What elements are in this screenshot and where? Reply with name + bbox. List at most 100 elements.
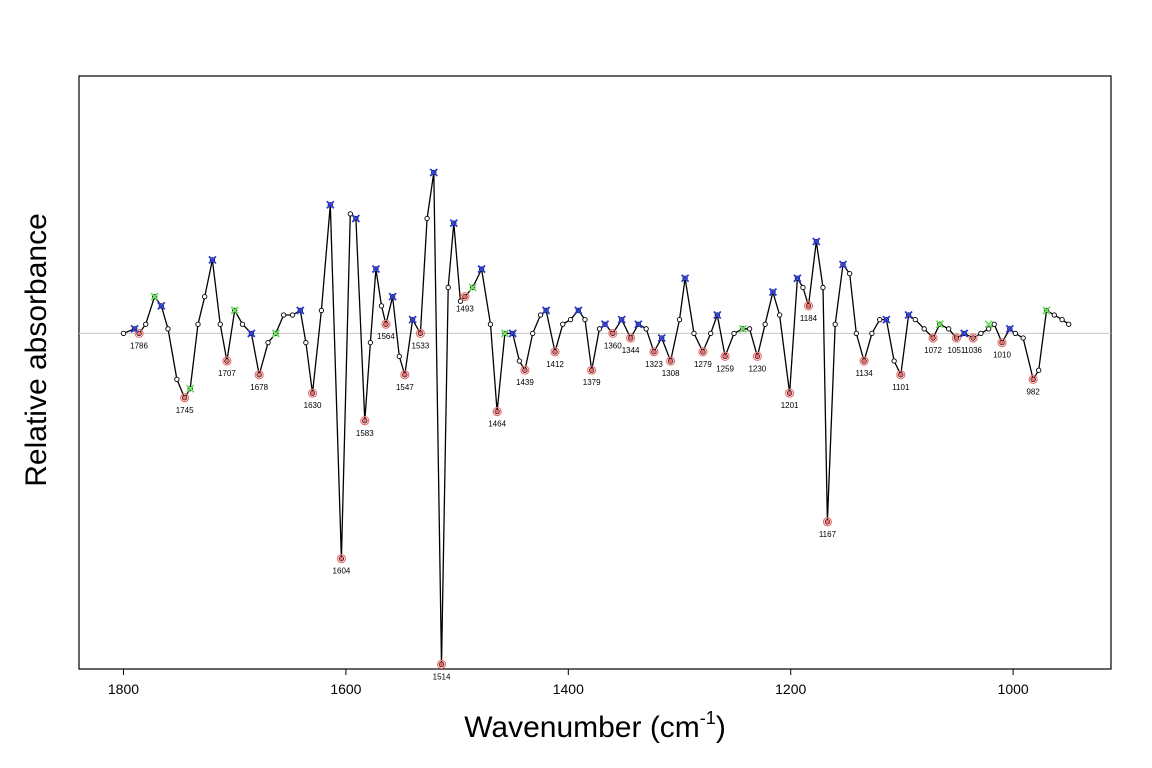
minimum-marker-dot [723,354,728,359]
peak-label: 1308 [662,369,680,378]
minimum-marker [752,351,762,362]
minimum-marker-dot [383,322,388,327]
peak-label: 1379 [583,378,601,387]
y-axis-label: Relative absorbance [20,213,53,487]
minimum-marker [180,393,190,403]
maximum-marker [600,320,610,329]
data-point [820,284,826,291]
minimum-marker-dot [651,349,656,354]
minimum-marker-dot [182,395,187,400]
maximum-marker [186,384,195,393]
maximum-marker [351,214,361,223]
data-point [174,376,180,383]
minimum-marker [997,338,1007,348]
maximum-marker [657,333,666,343]
peak-label: 1630 [304,401,322,410]
minimum-marker-dot [362,418,367,423]
data-point [1036,367,1042,373]
minimum-marker-dot [495,409,500,414]
peak-label: 1547 [396,383,414,392]
peak-label: 1564 [377,332,395,341]
maximum-marker [468,283,477,292]
data-point [239,321,246,327]
minimum-marker-dot [825,519,830,524]
minimum-marker-dot [700,349,705,354]
peak-label: 1707 [218,369,236,378]
data-point [265,339,271,346]
minimum-marker-dot [418,331,423,336]
data-point [567,316,574,323]
minimum-marker-dot [522,368,527,373]
minimum-marker [400,370,410,380]
minimum-marker [896,370,906,380]
minimum-marker [381,319,391,329]
minimum-marker-dot [971,336,976,341]
data-point [537,312,544,318]
minimum-marker-dot [589,368,594,373]
minimum-marker [698,347,708,357]
minimum-marker [803,301,814,311]
x-tick-label: 1000 [998,681,1029,697]
maximum-marker [271,329,280,338]
maximum-marker [738,324,748,333]
minimum-marker-dot [787,391,792,396]
minimum-marker [951,333,962,343]
minimum-marker-dot [628,336,633,341]
data-point [676,316,683,323]
data-point [516,358,523,364]
minimum-marker-dot [954,336,959,341]
maximum-marker [449,218,458,228]
maximum-marker [1005,324,1014,333]
minimum-marker [360,416,370,426]
data-point [912,316,918,323]
data-point [560,321,566,327]
maximum-marker [371,264,381,274]
spectrum-line [123,172,1070,665]
peak-label: 1533 [412,341,430,350]
minimum-marker [415,328,426,339]
data-point [487,321,494,327]
peak-label: 1201 [781,401,799,410]
minimum-marker-dot [931,336,936,341]
minimum-marker [822,517,833,527]
maximum-marker [768,287,778,297]
minimum-marker-dot [755,354,760,359]
peak-label: 1439 [516,378,534,387]
minimum-marker-dot [402,372,407,377]
maximum-marker [150,292,159,301]
minimum-marker [587,365,597,375]
data-point [832,321,838,327]
peak-label: 1279 [694,360,712,369]
minimum-marker-dot [439,662,444,667]
data-point [280,312,287,318]
maximum-marker [713,310,722,320]
minimum-marker-dot [898,372,903,377]
peak-label: 1464 [488,420,506,429]
maximum-marker [130,324,139,333]
data-point [143,321,149,327]
minimum-marker-dot [1031,377,1036,382]
data-point [762,321,768,327]
data-point [596,326,603,332]
data-point [945,326,952,332]
maximum-marker [634,320,643,329]
data-point [986,326,992,332]
maximum-marker [1042,306,1051,315]
minimum-marker [968,333,978,343]
peak-label: 1583 [356,429,374,438]
minimum-marker [666,356,676,366]
maximum-marker [812,237,821,246]
x-tick-label: 1800 [108,681,139,697]
minimum-marker-dot [1000,340,1005,345]
maximum-marker [326,200,335,209]
maximum-marker [508,329,517,338]
peak-label: 1134 [856,369,874,378]
minimum-marker-dot [862,359,867,364]
data-point [530,330,536,337]
maximum-marker [984,320,993,329]
minimum-marker [550,347,560,357]
x-axis-label-superscript: -1 [700,708,716,728]
x-tick-label: 1600 [330,681,361,697]
data-point [891,358,897,364]
peak-label: 1051 [948,346,966,355]
